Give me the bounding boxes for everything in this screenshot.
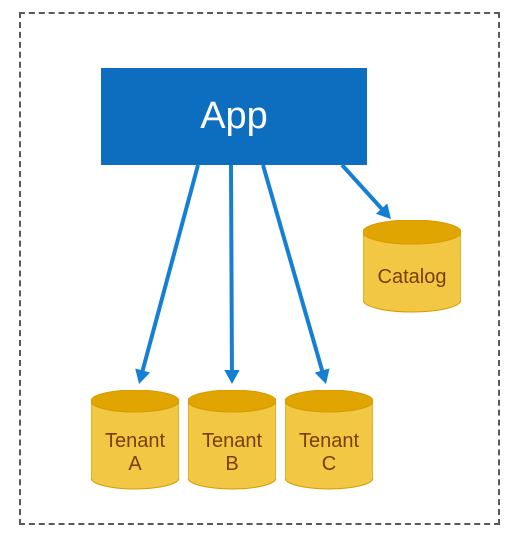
- tenant-a-db: TenantA: [91, 401, 179, 489]
- db-label: TenantA: [91, 430, 179, 476]
- db-label: TenantC: [285, 430, 373, 476]
- tenant-b-db: TenantB: [188, 401, 276, 489]
- db-label: TenantB: [188, 430, 276, 476]
- arrow: [135, 165, 198, 384]
- catalog-db: Catalog: [363, 232, 461, 312]
- diagram-container: App Catalog TenantA TenantB TenantC: [19, 12, 500, 525]
- arrow: [224, 165, 239, 384]
- app-label: App: [200, 95, 268, 138]
- arrow: [263, 165, 330, 384]
- tenant-c-db: TenantC: [285, 401, 373, 489]
- app-node: App: [101, 68, 367, 165]
- arrow: [342, 165, 391, 219]
- db-label: Catalog: [363, 266, 461, 289]
